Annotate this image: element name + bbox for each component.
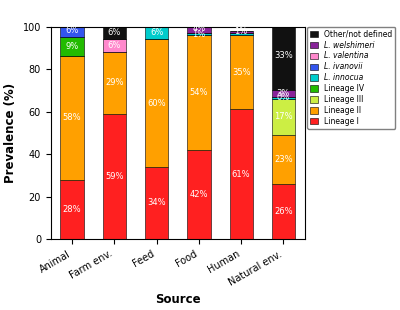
Bar <box>103 27 126 39</box>
Text: 6%: 6% <box>108 41 121 50</box>
Text: 35%: 35% <box>232 68 250 77</box>
Text: 6%: 6% <box>65 14 79 23</box>
Text: 1%: 1% <box>65 6 78 15</box>
Legend: Other/not defined, L. welshimeri, L. valentina, L. ivanovii, L. innocua, Lineage: Other/not defined, L. welshimeri, L. val… <box>307 27 395 129</box>
Bar <box>103 114 126 239</box>
Bar <box>187 35 210 150</box>
Text: 6%: 6% <box>150 29 163 38</box>
Bar <box>103 52 126 114</box>
Bar <box>187 24 210 33</box>
Text: 42%: 42% <box>190 190 208 199</box>
Text: 9%: 9% <box>65 42 78 51</box>
X-axis label: Source: Source <box>155 293 200 306</box>
Bar <box>230 109 253 239</box>
Bar <box>272 184 295 239</box>
Bar <box>230 31 253 33</box>
Bar <box>103 39 126 52</box>
Text: 0%: 0% <box>277 93 290 102</box>
Bar <box>145 27 168 39</box>
Bar <box>272 99 295 135</box>
Bar <box>187 150 210 239</box>
Bar <box>145 39 168 167</box>
Bar <box>272 90 295 97</box>
Text: 28%: 28% <box>63 205 81 214</box>
Text: 59%: 59% <box>105 172 124 181</box>
Text: 1%: 1% <box>234 27 248 36</box>
Bar <box>60 24 84 37</box>
Text: 54%: 54% <box>190 88 208 97</box>
Bar <box>272 135 295 184</box>
Text: 26%: 26% <box>274 207 293 216</box>
Bar <box>60 37 84 56</box>
Text: 3%: 3% <box>277 89 290 98</box>
Text: 34%: 34% <box>147 198 166 207</box>
Bar <box>230 35 253 109</box>
Bar <box>60 12 84 24</box>
Bar <box>272 97 295 99</box>
Text: 58%: 58% <box>63 113 81 122</box>
Text: 60%: 60% <box>147 99 166 108</box>
Bar <box>230 33 253 35</box>
Text: 6%: 6% <box>65 26 79 35</box>
Y-axis label: Prevalence (%): Prevalence (%) <box>4 83 17 183</box>
Bar <box>60 56 84 179</box>
Text: 23%: 23% <box>274 155 293 164</box>
Text: 61%: 61% <box>232 170 250 179</box>
Bar <box>272 20 295 90</box>
Text: 4%: 4% <box>192 24 206 33</box>
Bar <box>145 167 168 239</box>
Bar <box>60 10 84 12</box>
Text: 6%: 6% <box>108 29 121 38</box>
Text: 17%: 17% <box>274 113 293 122</box>
Bar <box>187 33 210 35</box>
Bar <box>60 179 84 239</box>
Text: 33%: 33% <box>274 51 293 60</box>
Text: 1%: 1% <box>192 29 206 38</box>
Text: 29%: 29% <box>105 78 124 87</box>
